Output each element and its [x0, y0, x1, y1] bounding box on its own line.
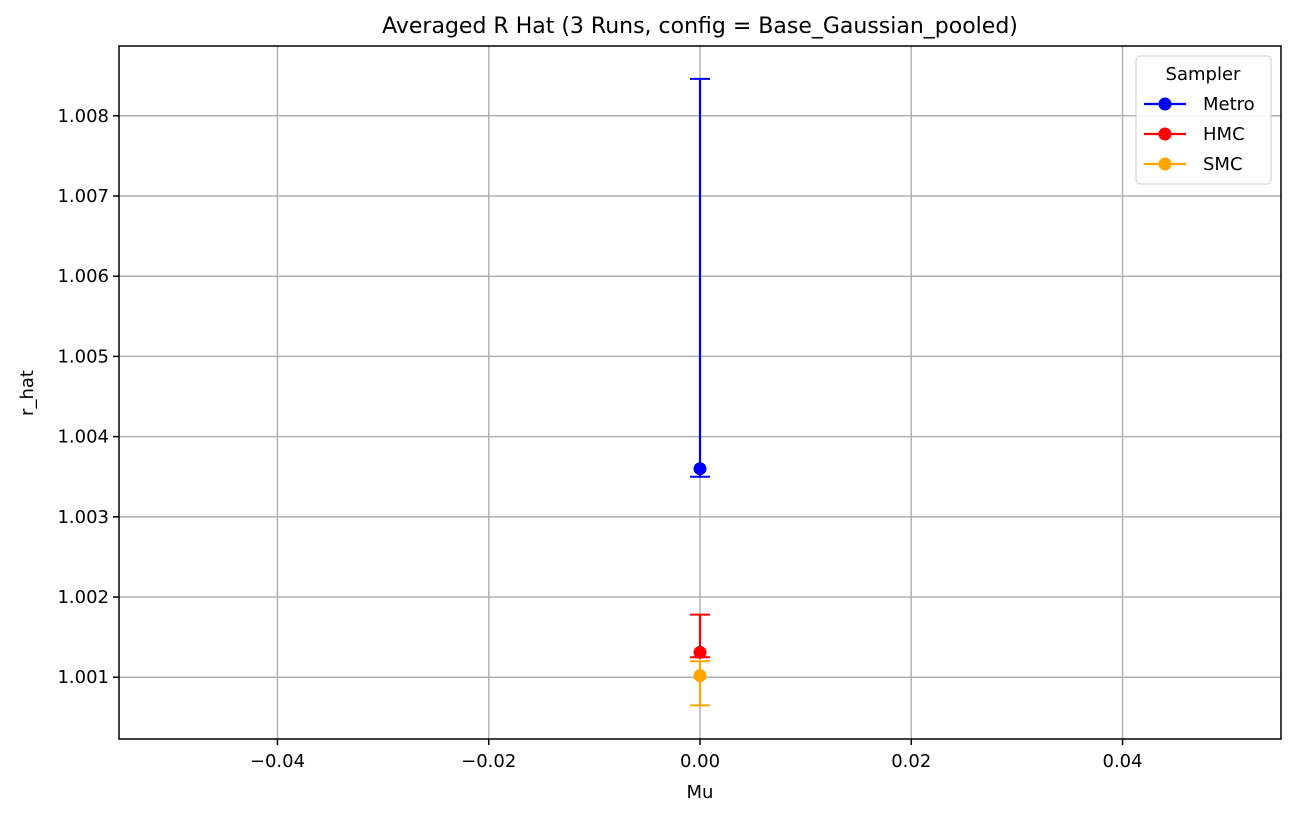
y-axis-label: r_hat: [17, 370, 38, 416]
y-tick-label: 1.003: [57, 507, 109, 528]
hmc-point: [693, 645, 707, 659]
data-points: [693, 462, 707, 683]
smc-point: [693, 669, 707, 683]
legend-title: Sampler: [1166, 64, 1241, 85]
legend-entries: Metro HMC SMC: [1144, 94, 1255, 175]
x-tick-label: 0.04: [1103, 751, 1143, 772]
y-tick-label: 1.001: [57, 667, 109, 688]
legend-label-hmc: HMC: [1203, 124, 1245, 145]
x-tick-label: −0.02: [461, 751, 516, 772]
x-tick-label: 0.00: [680, 751, 720, 772]
legend-label-smc: SMC: [1203, 154, 1243, 175]
x-tick-label: −0.04: [250, 751, 305, 772]
chart-title: Averaged R Hat (3 Runs, config = Base_Ga…: [382, 14, 1018, 39]
y-tick-label: 1.004: [57, 427, 109, 448]
y-tick-label: 1.006: [57, 266, 109, 287]
legend-label-metro: Metro: [1203, 94, 1255, 115]
error-bars: [690, 77, 710, 707]
y-tick-label: 1.005: [57, 346, 109, 367]
metro-point: [693, 462, 707, 476]
legend-box: [1135, 55, 1272, 185]
legend: Sampler Metro HMC SMC: [1135, 55, 1272, 185]
x-axis-label: Mu: [687, 782, 714, 803]
legend-marker-hmc: [1158, 127, 1172, 141]
y-tick-label: 1.008: [57, 106, 109, 127]
y-tick-label: 1.007: [57, 186, 109, 207]
legend-marker-smc: [1158, 157, 1172, 171]
legend-marker-metro: [1158, 97, 1172, 111]
axis-ticks: −0.04 −0.02 0.00 0.02 0.04 1.001 1.002 1.003 1.0…: [57, 106, 1142, 772]
y-tick-label: 1.002: [57, 587, 109, 608]
x-tick-label: 0.02: [891, 751, 931, 772]
